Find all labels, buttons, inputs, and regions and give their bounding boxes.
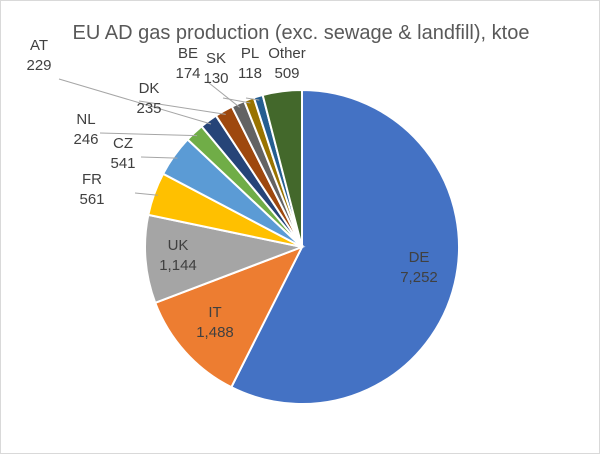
- slice-labels: DE 7,252 IT 1,488 UK 1,144 FR 561 CZ 541 NL 246 AT 22…: [26, 37, 437, 341]
- slice-label-cz: CZ: [113, 135, 133, 152]
- slice-label-sk: SK: [206, 50, 226, 67]
- leader-line-sk: [222, 97, 251, 104]
- slice-label-de: DE: [409, 249, 430, 266]
- slice-label-nl: NL: [76, 111, 95, 128]
- slice-value-uk: 1,144: [159, 257, 197, 274]
- chart-title: EU AD gas production (exc. sewage & land…: [73, 22, 530, 44]
- leader-line-cz: [140, 156, 178, 159]
- slice-label-it: IT: [208, 304, 221, 321]
- slice-value-dk: 235: [136, 100, 161, 117]
- slice-label-dk: DK: [139, 80, 160, 97]
- leader-line-be: [208, 82, 240, 108]
- slice-label-at: AT: [30, 37, 48, 54]
- slice-label-pl: PL: [241, 45, 259, 62]
- slice-value-nl: 246: [73, 131, 98, 148]
- slice-value-cz: 541: [110, 155, 135, 172]
- slice-value-other: 509: [274, 65, 299, 82]
- leader-line-fr: [134, 192, 159, 196]
- pie-slice-de: [229, 88, 460, 405]
- slice-label-be: BE: [178, 45, 198, 62]
- slice-value-de: 7,252: [400, 269, 438, 286]
- pie-slice-other: [261, 88, 303, 248]
- pie-slice-it: [153, 245, 305, 389]
- slice-value-pl: 118: [238, 65, 262, 82]
- pie-slices: [144, 88, 460, 405]
- leader-line-nl: [99, 132, 198, 137]
- slice-label-other: Other: [268, 45, 306, 62]
- slice-value-be: 174: [175, 65, 200, 82]
- leader-line-at: [58, 78, 212, 125]
- slice-value-sk: 130: [203, 70, 228, 87]
- slice-value-at: 229: [26, 57, 51, 74]
- leader-lines: [58, 78, 260, 196]
- leader-line-pl: [245, 97, 260, 101]
- slice-value-fr: 561: [79, 191, 104, 208]
- leader-line-dk: [138, 100, 226, 115]
- pie-slice-uk: [144, 213, 306, 305]
- slice-value-it: 1,488: [196, 324, 234, 341]
- slice-label-fr: FR: [82, 171, 102, 188]
- slice-label-uk: UK: [168, 237, 189, 254]
